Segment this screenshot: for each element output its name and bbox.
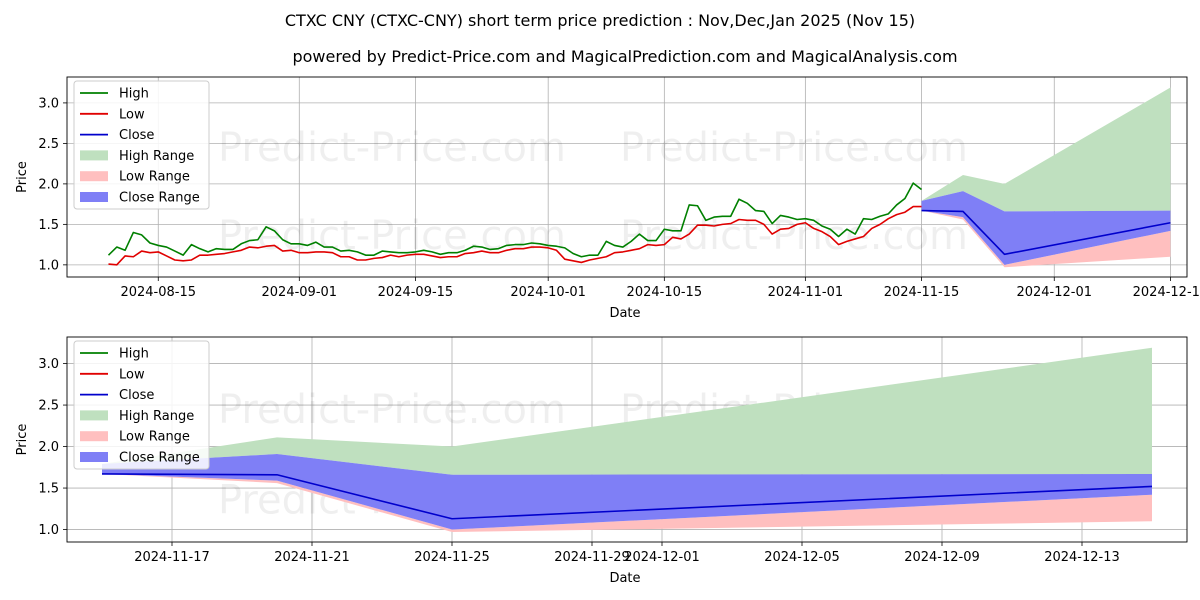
chart-subtitle: powered by Predict-Price.com and Magical… <box>292 47 957 66</box>
x-tick-label: 2024-09-15 <box>378 285 454 300</box>
chart-title: CTXC CNY (CTXC-CNY) short term price pre… <box>285 11 915 30</box>
x-tick-label: 2024-12-01 <box>624 550 700 565</box>
close-series-line <box>921 209 1171 256</box>
close-range-band <box>921 191 1171 265</box>
high-series-line <box>107 182 923 258</box>
x-tick-label: 2024-08-15 <box>120 285 196 300</box>
x-tick-label: 2024-09-01 <box>262 285 338 300</box>
legend-label-low-range: Low Range <box>119 430 190 445</box>
legend-label-low: Low <box>119 367 145 382</box>
legend-label-high: High <box>119 87 149 102</box>
legend-swatch-high-range <box>80 410 108 421</box>
legend-label-low-range: Low Range <box>119 170 190 185</box>
y-tick-label: 2.5 <box>38 137 59 152</box>
y-axis-label: Price <box>15 161 30 193</box>
y-tick-label: 1.0 <box>38 523 59 538</box>
watermark-text: Predict-Price.com <box>620 125 968 171</box>
watermark-text: Predict-Price.com <box>620 213 968 259</box>
watermark-text: Predict-Price.com <box>218 125 566 171</box>
x-tick-label: 2024-11-29 <box>554 550 630 565</box>
y-tick-label: 2.0 <box>38 440 59 455</box>
plot-area <box>107 87 1171 268</box>
legend-swatch-high-range <box>80 150 108 161</box>
x-tick-label: 2024-11-15 <box>884 285 960 300</box>
x-tick-label: 2024-12-05 <box>764 550 840 565</box>
y-tick-label: 2.5 <box>38 399 59 414</box>
plot-frame <box>66 76 1188 278</box>
close-series-line <box>101 473 1153 520</box>
high-range-band <box>921 87 1171 212</box>
y-tick-label: 1.5 <box>38 218 59 233</box>
y-tick-label: 2.0 <box>38 177 59 192</box>
x-tick-label: 2024-12-13 <box>1044 550 1120 565</box>
legend-label-high-range: High Range <box>119 409 194 424</box>
x-tick-label: 2024-11-17 <box>134 550 210 565</box>
y-tick-label: 3.0 <box>38 357 59 372</box>
y-tick-label: 1.0 <box>38 258 59 273</box>
low-series-line <box>108 205 922 266</box>
high-range-band <box>102 347 1152 475</box>
y-tick-label: 1.5 <box>38 482 59 497</box>
x-tick-label: 2024-10-15 <box>627 285 703 300</box>
x-axis-label: Date <box>609 571 640 586</box>
low-range-band <box>921 210 1171 268</box>
legend-label-close-range: Close Range <box>119 191 200 206</box>
legend-swatch-low-range <box>80 171 108 182</box>
legend-label-high: High <box>119 347 149 362</box>
x-tick-label: 2024-12-15 <box>1133 285 1200 300</box>
x-tick-label: 2024-11-01 <box>768 285 844 300</box>
bottom-panel: Predict-Price.comPredict-Price.comPredic… <box>15 336 1188 586</box>
plot-area <box>101 347 1153 533</box>
low-range-band <box>102 473 1152 533</box>
y-tick-label: 3.0 <box>38 96 59 111</box>
legend-swatch-close-range <box>80 452 108 462</box>
x-tick-label: 2024-10-01 <box>510 285 586 300</box>
plot-frame <box>66 336 1188 543</box>
legend-swatch-low-range <box>80 431 108 442</box>
legend-label-high-range: High Range <box>119 149 194 164</box>
legend-label-close-range: Close Range <box>119 451 200 466</box>
y-axis-label: Price <box>15 424 30 456</box>
x-tick-label: 2024-11-25 <box>414 550 490 565</box>
x-tick-label: 2024-11-21 <box>274 550 350 565</box>
x-tick-label: 2024-12-09 <box>904 550 980 565</box>
close-range-band <box>102 454 1152 530</box>
legend-label-low: Low <box>119 107 145 122</box>
x-axis-label: Date <box>609 306 640 321</box>
legend-swatch-close-range <box>80 192 108 202</box>
x-tick-label: 2024-12-01 <box>1016 285 1092 300</box>
legend-label-close: Close <box>119 128 154 143</box>
watermark-text: Predict-Price.com <box>218 387 566 433</box>
top-panel: Predict-Price.com Predict-Price.com Predic… <box>15 76 1200 321</box>
legend-label-close: Close <box>119 388 154 403</box>
